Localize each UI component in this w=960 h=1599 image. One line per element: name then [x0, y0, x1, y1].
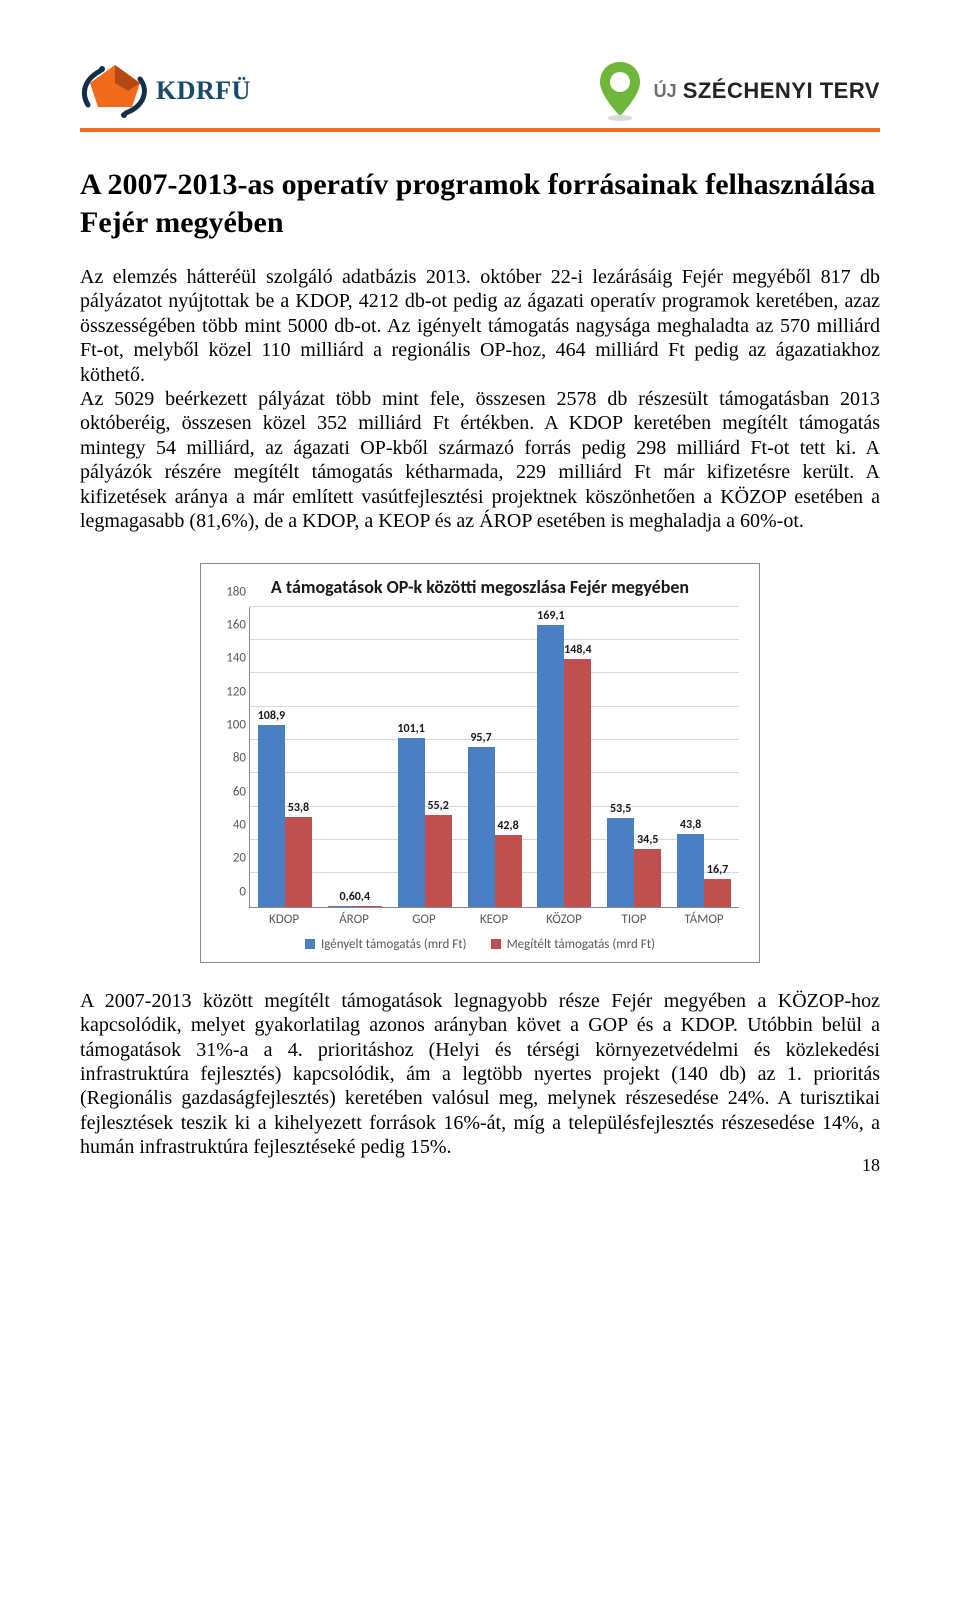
chart-bar: 148,4 — [564, 659, 591, 906]
document-page: KDRFÜ ÚJ SZÉCHENYI TERV A 2007-2013-as o… — [0, 0, 960, 1200]
chart-legend-item: Igényelt támogatás (mrd Ft) — [305, 937, 467, 952]
chart-value-label: 101,1 — [397, 722, 424, 736]
chart-x-labels: KDOPÁROPGOPKEOPKÖZOPTIOPTÁMOP — [249, 908, 739, 927]
kdrfu-logo: KDRFÜ — [80, 61, 251, 121]
chart-category-column: 53,534,5 — [599, 607, 669, 907]
legend-swatch-icon — [305, 939, 315, 949]
kdrfu-logo-icon — [80, 61, 150, 121]
page-number: 18 — [862, 1155, 880, 1176]
chart-category-column: 101,155,2 — [390, 607, 460, 907]
chart-ytick: 40 — [216, 818, 246, 833]
chart-bar: 34,5 — [634, 849, 661, 907]
chart-ytick: 120 — [216, 684, 246, 699]
chart-title: A támogatások OP-k közötti megoszlása Fe… — [215, 576, 745, 599]
chart-ytick: 140 — [216, 651, 246, 666]
paragraph-3: A 2007-2013 között megítélt támogatások … — [80, 989, 880, 1160]
chart-bar — [328, 906, 355, 907]
chart-category-column: 95,742,8 — [460, 607, 530, 907]
chart-category-column: 43,816,7 — [669, 607, 739, 907]
chart-value-label: 16,7 — [707, 863, 728, 877]
legend-label: Megítélt támogatás (mrd Ft) — [507, 937, 655, 952]
chart-bar: 169,1 — [537, 625, 564, 907]
chart-bar: 0,60,4 — [355, 906, 382, 907]
chart-ytick: 100 — [216, 718, 246, 733]
chart-x-label: KEOP — [459, 908, 529, 927]
chart-value-label: 55,2 — [427, 799, 448, 813]
chart-legend-item: Megítélt támogatás (mrd Ft) — [491, 937, 655, 952]
chart-x-label: TÁMOP — [669, 908, 739, 927]
chart-value-label: 53,5 — [610, 802, 631, 816]
header-rule — [80, 128, 880, 132]
chart-category-column: 169,1148,4 — [529, 607, 599, 907]
chart-legend: Igényelt támogatás (mrd Ft) Megítélt támo… — [215, 937, 745, 952]
chart-ytick: 180 — [216, 584, 246, 599]
chart-ytick: 80 — [216, 751, 246, 766]
chart-value-label: 42,8 — [497, 819, 518, 833]
chart-category-column: 108,953,8 — [250, 607, 320, 907]
paragraph-1: Az elemzés hátteréül szolgáló adatbázis … — [80, 265, 880, 387]
chart-ytick: 160 — [216, 618, 246, 633]
map-pin-icon — [596, 60, 644, 122]
szechenyi-main: SZÉCHENYI TERV — [683, 78, 880, 104]
chart-x-label: KÖZOP — [529, 908, 599, 927]
chart-bar: 53,5 — [607, 818, 634, 907]
chart-x-label: ÁROP — [319, 908, 389, 927]
chart-value-label: 169,1 — [537, 609, 564, 623]
chart-plot-area: 020406080100120140160180108,953,80,60,41… — [249, 607, 739, 908]
chart-bar: 43,8 — [677, 834, 704, 907]
chart-bar: 55,2 — [425, 815, 452, 907]
chart-ytick: 20 — [216, 851, 246, 866]
chart-container: A támogatások OP-k közötti megoszlása Fe… — [200, 563, 760, 963]
paragraph-2: Az 5029 beérkezett pályázat több mint fe… — [80, 387, 880, 533]
chart-value-label: 34,5 — [637, 833, 658, 847]
szechenyi-text: ÚJ SZÉCHENYI TERV — [654, 78, 880, 104]
szechenyi-uj: ÚJ — [654, 81, 677, 102]
chart-bar: 53,8 — [285, 817, 312, 907]
chart-value-label: 53,8 — [288, 801, 309, 815]
kdrfu-text: KDRFÜ — [156, 76, 251, 106]
chart-ytick: 60 — [216, 784, 246, 799]
chart-value-label: 43,8 — [680, 818, 701, 832]
chart-value-label: 108,9 — [258, 709, 285, 723]
szechenyi-logo: ÚJ SZÉCHENYI TERV — [596, 60, 880, 122]
chart-x-label: KDOP — [249, 908, 319, 927]
legend-label: Igényelt támogatás (mrd Ft) — [321, 937, 467, 952]
chart-bar: 42,8 — [495, 835, 522, 906]
chart-value-label: 0,60,4 — [340, 890, 371, 904]
chart-x-label: GOP — [389, 908, 459, 927]
chart-category-column: 0,60,4 — [320, 607, 390, 907]
chart-ytick: 0 — [216, 884, 246, 899]
chart-bar: 16,7 — [704, 879, 731, 907]
chart-value-label: 148,4 — [564, 643, 591, 657]
legend-swatch-icon — [491, 939, 501, 949]
chart-bar: 101,1 — [398, 738, 425, 907]
page-title: A 2007-2013-as operatív programok forrás… — [80, 166, 880, 241]
page-header: KDRFÜ ÚJ SZÉCHENYI TERV — [80, 60, 880, 122]
chart-bar: 108,9 — [258, 725, 285, 907]
chart-x-label: TIOP — [599, 908, 669, 927]
chart-value-label: 95,7 — [470, 731, 491, 745]
chart-bar: 95,7 — [468, 747, 495, 907]
